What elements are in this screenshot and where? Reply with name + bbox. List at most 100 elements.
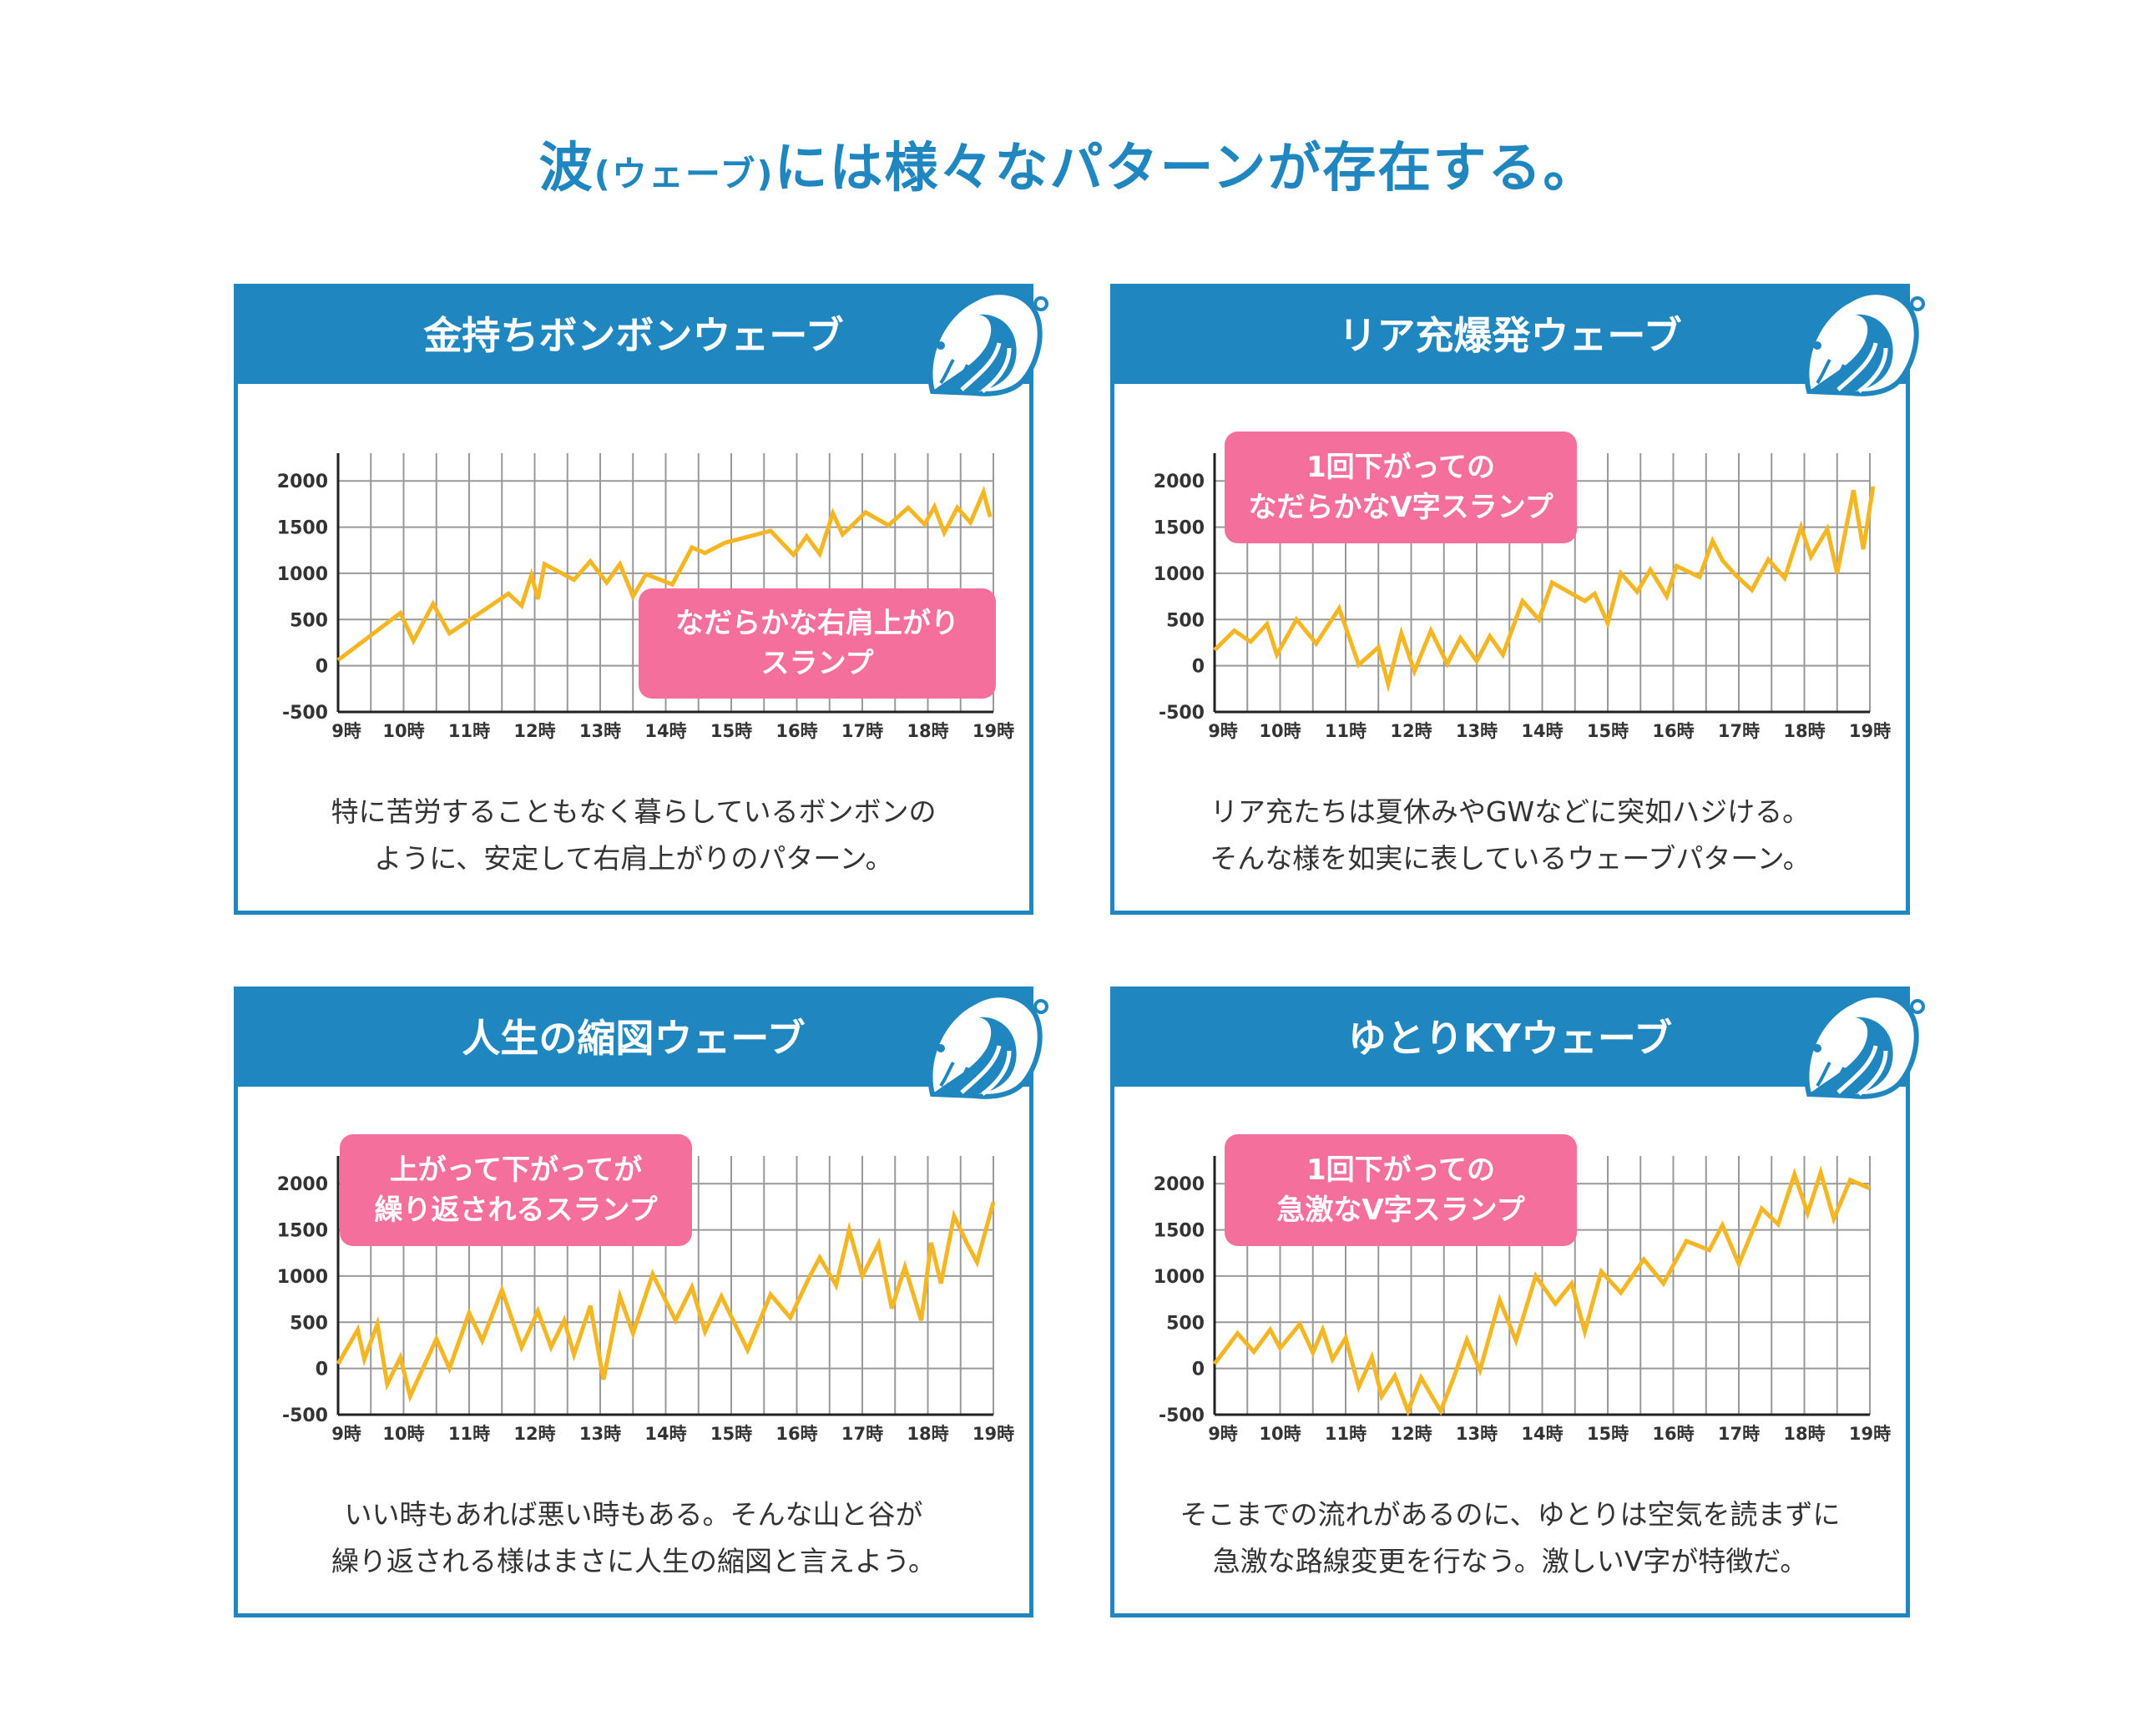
x-tick-label: 11時 <box>448 1424 490 1444</box>
x-tick-label: 17時 <box>841 721 883 741</box>
x-tick-label: 13時 <box>579 1424 621 1444</box>
y-tick-label: 0 <box>316 657 328 678</box>
y-tick-label: 500 <box>290 1313 328 1334</box>
x-tick-label: 9時 <box>331 1424 361 1444</box>
x-tick-label: 19時 <box>973 721 1014 741</box>
x-tick-label: 15時 <box>1587 1424 1629 1444</box>
x-tick-label: 11時 <box>1325 721 1367 741</box>
wave-curl <box>1857 347 1888 393</box>
wave-card: 人生の縮図ウェーブ 2000 1500 1000 500 0 -500 9時 10時 11時 12… <box>234 987 1048 1617</box>
wave-curl <box>1857 1050 1888 1096</box>
x-tick-label: 17時 <box>1718 721 1760 741</box>
x-tick-label: 19時 <box>1849 1424 1891 1444</box>
y-tick-label: -500 <box>282 703 328 724</box>
card-header <box>1114 991 1906 1087</box>
wave-curl <box>960 342 1002 391</box>
card-title: 金持ちボンボンウェーブ <box>423 313 844 358</box>
wave-bubble <box>937 1044 945 1052</box>
x-tick-label: 13時 <box>1456 1424 1498 1444</box>
wave-body <box>1809 1017 1893 1094</box>
wave-spray <box>1816 1061 1846 1096</box>
page-title: 波(ウェーブ)には様々なパターンが存在する。 <box>538 138 1599 199</box>
data-series-line <box>336 485 993 662</box>
x-tick-label: 16時 <box>775 1424 817 1444</box>
y-tick-label: 1500 <box>277 1221 328 1242</box>
wave-curl <box>981 347 1012 393</box>
y-tick-label: 500 <box>1166 1313 1205 1334</box>
card-header <box>238 991 1029 1087</box>
wave-card: 金持ちボンボンウェーブ 2000 1500 1000 500 0 -500 9時 10時 11時… <box>234 284 1048 915</box>
x-tick-label: 14時 <box>1521 721 1563 741</box>
y-tick-label: 500 <box>290 610 328 631</box>
callout-badge: 1回下がっての なだらかなV字スランプ <box>1225 431 1577 543</box>
wave-bubble <box>1033 999 1048 1014</box>
y-tick-label: 2000 <box>277 1174 328 1195</box>
x-tick-label: 18時 <box>907 721 948 741</box>
wave-icon <box>1804 992 1925 1099</box>
x-tick-label: 16時 <box>1652 721 1694 741</box>
x-tick-label: 12時 <box>1390 1424 1432 1444</box>
wave-icon <box>927 992 1048 1099</box>
wave-bubble <box>1813 1044 1821 1052</box>
x-tick-label: 9時 <box>1208 1424 1238 1444</box>
wave-curl <box>1836 1045 1878 1094</box>
y-tick-label: 1000 <box>277 564 328 585</box>
wave-body <box>932 1017 1017 1094</box>
y-tick-label: 1500 <box>277 518 328 539</box>
y-tick-label: -500 <box>1159 703 1205 724</box>
wave-curl <box>1836 342 1878 391</box>
x-tick-label: 16時 <box>1652 1424 1694 1444</box>
wave-card: リア充爆発ウェーブ 2000 1500 1000 500 0 -500 9時 10時 11時 12… <box>1110 284 1925 915</box>
x-tick-label: 10時 <box>1259 1424 1301 1444</box>
y-tick-label: 1000 <box>1154 564 1205 585</box>
x-tick-label: 10時 <box>1259 721 1301 741</box>
y-tick-label: 0 <box>1192 1360 1205 1380</box>
x-tick-label: 13時 <box>1456 721 1498 741</box>
x-tick-label: 10時 <box>382 721 424 741</box>
wave-icon <box>1804 290 1925 396</box>
x-tick-label: 17時 <box>841 1424 883 1444</box>
x-tick-label: 12時 <box>513 721 555 741</box>
wave-icon <box>927 290 1048 396</box>
x-tick-label: 15時 <box>710 721 752 741</box>
y-tick-label: 1000 <box>277 1267 328 1288</box>
x-tick-label: 14時 <box>644 721 686 741</box>
callout-badge: なだらかな右肩上がり スランプ <box>639 588 996 699</box>
card-description: そこまでの流れがあるのに、ゆとりは空気を読まずに 急激な路線変更を行なう。激しいV… <box>1180 1498 1841 1577</box>
x-tick-label: 19時 <box>1849 721 1891 741</box>
wave-bubble <box>1910 296 1925 311</box>
x-tick-label: 13時 <box>579 721 621 741</box>
y-tick-label: 1500 <box>1154 1221 1205 1242</box>
y-tick-label: 2000 <box>1154 1174 1205 1195</box>
card-title: ゆとりKYウェーブ <box>1347 1016 1673 1061</box>
wave-bubble <box>937 341 945 350</box>
wave-bubble <box>1033 296 1048 311</box>
wave-spray <box>939 358 969 393</box>
card-header <box>1114 288 1906 384</box>
y-tick-label: 0 <box>316 1360 328 1380</box>
y-tick-label: 0 <box>1192 657 1205 678</box>
y-tick-label: 1000 <box>1154 1267 1205 1288</box>
x-tick-label: 10時 <box>382 1424 424 1444</box>
x-tick-label: 19時 <box>973 1424 1014 1444</box>
wave-body <box>932 314 1017 391</box>
callout-badge: 1回下がっての 急激なV字スランプ <box>1225 1134 1577 1246</box>
x-tick-label: 11時 <box>448 721 490 741</box>
card-description: 特に苦労することもなく暮らしているボンボンの ように、安定して右肩上がりのパターン… <box>331 795 937 875</box>
y-tick-label: 2000 <box>1154 472 1205 492</box>
x-tick-label: 14時 <box>1521 1424 1563 1444</box>
data-series-line <box>336 1201 996 1403</box>
x-tick-label: 12時 <box>513 1424 555 1444</box>
card-description: いい時もあれば悪い時もある。そんな山と谷が 繰り返される様はまさに人生の縮図と言え… <box>331 1498 937 1577</box>
wave-card: ゆとりKYウェーブ 2000 1500 1000 500 0 -500 9時 10時 11時 12… <box>1110 987 1925 1617</box>
y-tick-label: 2000 <box>277 472 328 492</box>
callout-badge: 上がって下がってが 繰り返されるスランプ <box>340 1134 692 1246</box>
wave-body <box>1809 314 1893 391</box>
x-tick-label: 15時 <box>710 1424 752 1444</box>
wave-spray <box>1816 358 1846 393</box>
card-title: 人生の縮図ウェーブ <box>462 1016 806 1061</box>
wave-bubble <box>1813 341 1821 350</box>
wave-bubble <box>1910 999 1925 1014</box>
wave-spray <box>939 1061 969 1096</box>
card-header <box>238 288 1029 384</box>
